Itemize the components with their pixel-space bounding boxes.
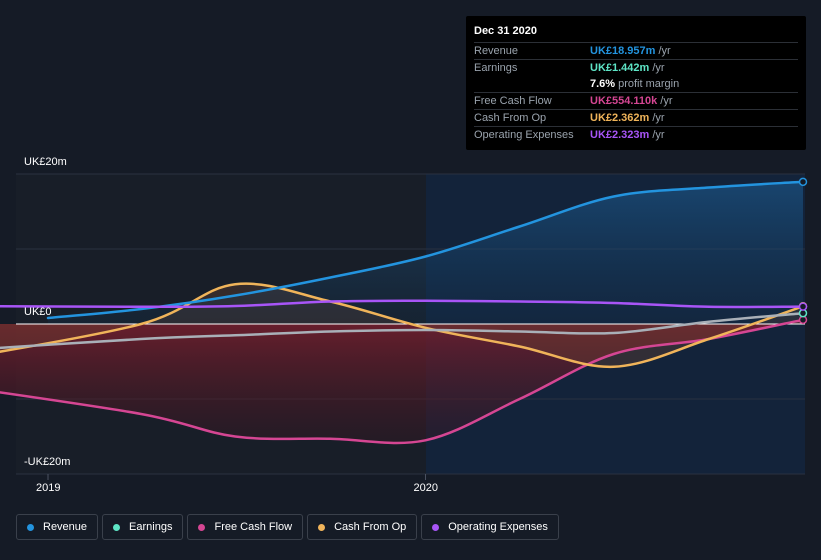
legend-label: Cash From Op xyxy=(334,521,407,533)
tooltip-row-label: Cash From Op xyxy=(474,112,547,124)
legend-dot-icon xyxy=(318,523,326,531)
y-tick-label: UK£20m xyxy=(24,156,67,168)
tooltip-row-value: UK£2.362m xyxy=(590,112,650,124)
series-lines xyxy=(0,180,805,445)
tooltip-row-label: Operating Expenses xyxy=(474,129,574,141)
tooltip-panel: Dec 31 2020 Revenue UK£18.957m/yr Earnings… xyxy=(466,16,806,150)
tooltip-date: Dec 31 2020 xyxy=(474,25,537,37)
series-areas xyxy=(0,181,803,443)
tooltip-row-value: UK£1.442m xyxy=(590,62,650,74)
legend-item-free-cash-flow[interactable]: Free Cash Flow xyxy=(187,514,304,540)
tooltip-row-unit: /yr xyxy=(652,62,665,74)
legend-item-revenue[interactable]: Revenue xyxy=(16,514,99,540)
tooltip-row-unit: /yr xyxy=(660,95,673,107)
legend-item-cash-from-op[interactable]: Cash From Op xyxy=(307,514,418,540)
endpoint-revenue xyxy=(798,177,808,187)
y-tick-label: UK£0 xyxy=(24,306,52,318)
legend-dot-icon xyxy=(27,523,34,531)
x-tick-label: 2020 xyxy=(414,482,438,494)
tooltip-row-label: Earnings xyxy=(474,62,518,74)
line-cash-from-op xyxy=(0,282,805,369)
y-tick-label: -UK£20m xyxy=(24,456,70,468)
tooltip-row-value: UK£554.110k xyxy=(590,95,658,107)
tooltip-row: Free Cash Flow UK£554.110k/yr xyxy=(474,92,798,109)
tooltip-row-value: UK£18.957m xyxy=(590,45,656,57)
endpoint-operating-expenses xyxy=(798,302,808,311)
series-endpoints xyxy=(798,177,808,325)
tooltip-row-value: UK£2.323m xyxy=(590,129,650,141)
legend-dot-icon xyxy=(198,523,206,531)
legend-label: Free Cash Flow xyxy=(214,521,293,533)
legend-dot-icon xyxy=(432,523,440,531)
area-free-cash-flow xyxy=(0,319,803,443)
legend: Revenue Earnings Free Cash Flow Cash From O… xyxy=(16,514,559,540)
tooltip-row-unit: /yr xyxy=(658,45,671,57)
line-free-cash-flow xyxy=(0,318,805,445)
tooltip-row-label xyxy=(474,76,590,92)
tooltip-row-label: Revenue xyxy=(474,45,519,57)
legend-item-earnings[interactable]: Earnings xyxy=(102,514,184,540)
tooltip-row-unit: /yr xyxy=(652,129,665,141)
line-earnings xyxy=(0,311,805,350)
tooltip-row: Operating Expenses UK£2.323m/yr xyxy=(474,126,798,143)
legend-dot-icon xyxy=(113,523,121,531)
line-revenue xyxy=(46,180,805,320)
legend-item-operating-expenses[interactable]: Operating Expenses xyxy=(421,514,559,540)
legend-label: Revenue xyxy=(43,521,88,533)
tooltip-row-label: Free Cash Flow xyxy=(474,95,552,107)
tooltip-row: Cash From Op UK£2.362m/yr xyxy=(474,109,798,126)
tooltip-row: Earnings UK£1.442m/yr xyxy=(474,59,798,76)
legend-label: Operating Expenses xyxy=(448,521,548,533)
legend-label: Earnings xyxy=(129,521,173,533)
tooltip-row-unit: /yr xyxy=(652,112,665,124)
x-tick-label: 2019 xyxy=(36,482,60,494)
tooltip-rows: Revenue UK£18.957m/yr Earnings UK£1.442m/yr… xyxy=(474,42,798,143)
area-revenue xyxy=(48,181,803,324)
tooltip-row: 7.6% profit margin xyxy=(474,76,798,92)
tooltip-row-value: 7.6% xyxy=(590,78,616,90)
tooltip-row-unit: profit margin xyxy=(618,78,680,90)
line-operating-expenses xyxy=(0,299,805,309)
tooltip-row: Revenue UK£18.957m/yr xyxy=(474,42,798,59)
tick-labels: UK£20m UK£0 -UK£20m 2019 2020 xyxy=(24,156,438,494)
